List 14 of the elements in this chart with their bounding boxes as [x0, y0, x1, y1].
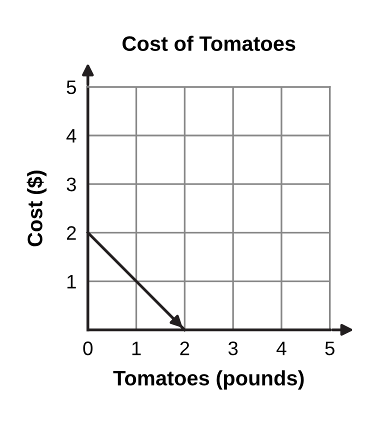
y-tick-label: 4 [66, 129, 76, 143]
chart-title: Cost of Tomatoes [122, 36, 296, 52]
x-tick-label: 3 [228, 341, 238, 356]
x-axis-title: Tomatoes (pounds) [113, 370, 304, 390]
x-tick-label: 1 [132, 342, 141, 356]
x-tick-label: 4 [276, 342, 286, 356]
x-tick-label: 0 [83, 341, 93, 356]
y-tick-label: 3 [66, 178, 76, 192]
x-tick-label: 5 [325, 342, 334, 356]
y-tick-label: 1 [67, 274, 76, 288]
y-tick-label: 5 [66, 80, 76, 94]
y-axis-title: Cost ($) [26, 170, 47, 246]
y-tick-label: 2 [66, 226, 76, 240]
x-tick-label: 2 [180, 341, 190, 356]
